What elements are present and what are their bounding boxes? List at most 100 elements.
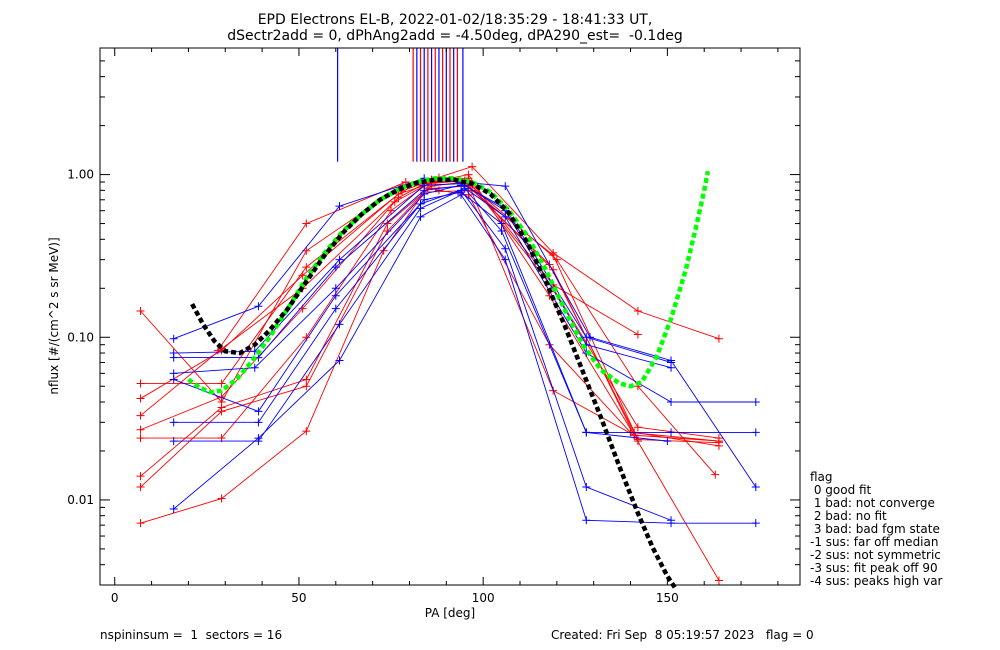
series-line xyxy=(173,191,668,442)
data-point xyxy=(667,428,676,437)
data-point xyxy=(633,423,642,432)
series-line xyxy=(173,184,672,369)
data-point xyxy=(169,418,178,427)
legend-entry: 0 good fit xyxy=(810,483,872,497)
data-point xyxy=(663,437,672,446)
data-point xyxy=(633,307,642,316)
data-point xyxy=(549,248,558,257)
data-point xyxy=(169,334,178,343)
chart-subtitle: dSectr2add = 0, dPhAng2add = -4.50deg, d… xyxy=(227,28,682,44)
data-point xyxy=(751,483,760,492)
data-point xyxy=(331,284,340,293)
data-point xyxy=(714,576,723,585)
data-point xyxy=(468,162,477,171)
legend-entry: 2 bad: no fit xyxy=(810,509,887,523)
data-point xyxy=(667,356,676,365)
chart-title: EPD Electrons EL-B, 2022-01-02/18:35:29 … xyxy=(258,12,653,28)
series-line xyxy=(173,189,672,521)
data-point xyxy=(751,519,760,528)
y-tick-label: 0.10 xyxy=(67,330,94,344)
data-point xyxy=(302,427,311,436)
series-15 xyxy=(169,181,760,406)
series-16 xyxy=(169,181,676,372)
data-point xyxy=(711,470,720,479)
data-point xyxy=(254,407,263,416)
data-point xyxy=(416,212,425,221)
data-point xyxy=(667,516,676,525)
series-line xyxy=(173,184,756,403)
data-point xyxy=(169,504,178,513)
data-point xyxy=(751,428,760,437)
data-point xyxy=(501,182,510,191)
data-point xyxy=(714,334,723,343)
footer-left: nspininsum = 1 sectors = 16 xyxy=(100,628,282,642)
series-12 xyxy=(169,186,676,525)
data-point xyxy=(302,263,311,272)
footer-right: Created: Fri Sep 8 05:19:57 2023 flag = … xyxy=(551,628,814,642)
series-2 xyxy=(136,182,723,492)
fit-curve-black xyxy=(190,177,677,589)
series-10 xyxy=(213,178,723,446)
series-line xyxy=(173,183,672,363)
data-point xyxy=(552,255,561,264)
data-point xyxy=(457,188,466,197)
data-point xyxy=(136,483,145,492)
plot-frame xyxy=(99,47,801,586)
data-point xyxy=(250,363,259,372)
x-axis: 0 50 100 150 xyxy=(111,48,779,605)
x-axis-label: PA [deg] xyxy=(425,606,475,620)
x-tick-label: 150 xyxy=(656,591,679,605)
data-point xyxy=(136,425,145,434)
series-1 xyxy=(136,186,723,528)
data-point xyxy=(302,382,311,391)
series-line xyxy=(140,174,639,442)
data-point xyxy=(302,375,311,384)
data-point xyxy=(497,219,506,228)
legend-entry: 1 bad: not converge xyxy=(810,496,935,510)
data-point xyxy=(217,397,226,406)
y-axis-label: nflux [#/(cm^2 s sr MeV)] xyxy=(47,237,61,394)
data-point xyxy=(136,411,145,420)
y-axis: 0.01 0.10 1.00 xyxy=(67,47,800,586)
data-point xyxy=(136,434,145,443)
data-point xyxy=(335,356,344,365)
data-point xyxy=(254,437,263,446)
legend-entry: -3 sus: fit peak off 90 xyxy=(810,561,938,575)
data-point xyxy=(582,428,591,437)
x-tick-label: 0 xyxy=(111,591,119,605)
series-5 xyxy=(136,170,642,446)
data-point xyxy=(136,519,145,528)
data-point xyxy=(714,437,723,446)
data-point xyxy=(136,394,145,403)
data-point xyxy=(335,202,344,211)
legend-entry: -2 sus: not symmetric xyxy=(810,548,941,562)
data-point xyxy=(335,255,344,264)
data-point xyxy=(335,320,344,329)
data-point xyxy=(217,494,226,503)
series-14 xyxy=(169,188,672,446)
data-point xyxy=(136,379,145,388)
data-point xyxy=(383,219,392,228)
data-point xyxy=(136,307,145,316)
data-point xyxy=(254,418,263,427)
data-point xyxy=(331,304,340,313)
legend-entry: flag xyxy=(810,470,833,484)
plot-content xyxy=(136,48,760,589)
y-tick-label: 1.00 xyxy=(67,168,94,182)
data-point xyxy=(136,472,145,481)
data-point xyxy=(217,379,226,388)
x-tick-label: 50 xyxy=(291,591,306,605)
data-point xyxy=(667,397,676,406)
data-point xyxy=(582,516,591,525)
series-line xyxy=(140,177,639,384)
data-point xyxy=(169,437,178,446)
data-point xyxy=(213,346,222,355)
data-point xyxy=(586,333,594,342)
data-point xyxy=(387,206,396,215)
data-point xyxy=(254,302,263,311)
series-line xyxy=(140,177,720,581)
series-line xyxy=(217,181,719,442)
data-point xyxy=(633,330,642,339)
y-tick-label: 0.01 xyxy=(67,493,94,507)
